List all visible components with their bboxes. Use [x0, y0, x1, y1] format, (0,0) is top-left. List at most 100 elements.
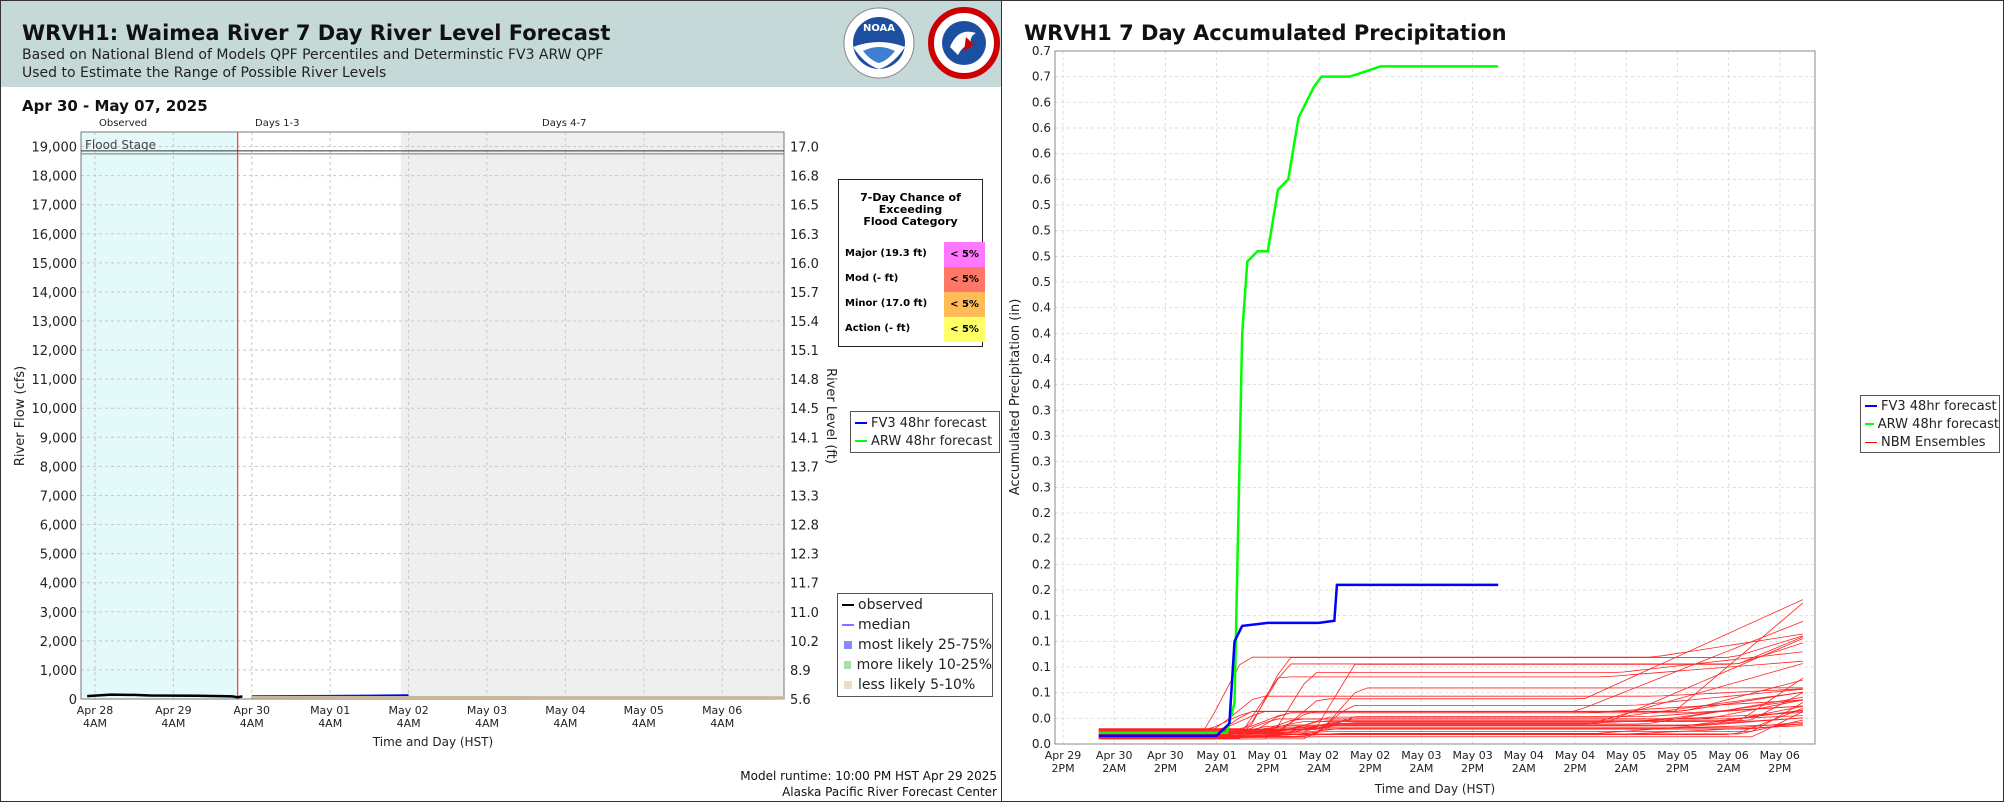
x-axis-label: Time and Day (HST): [372, 735, 493, 749]
nbm-ensemble-line: [1098, 677, 1804, 732]
nbm-ensemble-line: [1098, 688, 1803, 730]
y-axis-label: River Flow (cfs): [13, 366, 28, 466]
x-tick-label: 2AM: [1512, 762, 1536, 775]
region-label: Observed: [99, 118, 147, 129]
y-axis-label: Accumulated Precipitation (in): [1008, 299, 1023, 496]
precipitation-chart: 0.0 0.0 0.1 0.1 0.1 0.1 0.2 0.2 0.2 0.2 0.3 0.3 0.3 0…: [1008, 44, 1816, 796]
y-tick-label: 12,000: [32, 344, 78, 359]
series-line-arw-48hr-forecast: [1098, 65, 1499, 734]
legend-square-swatch: [844, 681, 852, 689]
x-tick-label: 2AM: [1717, 762, 1741, 775]
y-right-tick-label: 16.0: [790, 257, 819, 272]
x-tick-label: May 05: [1606, 749, 1646, 762]
date-range: Apr 30 - May 07, 2025: [22, 97, 208, 115]
y-tick-label: 0.3: [1032, 403, 1051, 417]
nbm-ensemble-line: [1098, 692, 1804, 731]
x-tick-label: May 05: [624, 704, 664, 717]
flood-row-action: Action (- ft) < 5%: [845, 317, 985, 342]
y-right-tick-label: 12.3: [790, 548, 819, 563]
flood-row-label: Minor (17.0 ft): [845, 298, 928, 309]
x-tick-label: May 06: [1708, 749, 1748, 762]
observed-region: [81, 132, 238, 699]
y-tick-label: 18,000: [32, 170, 78, 185]
nbm-ensemble-line: [1098, 687, 1803, 735]
y-tick-label: 0.2: [1032, 532, 1051, 546]
x-tick-label: 2AM: [1102, 762, 1126, 775]
x-tick-label: 4AM: [553, 717, 577, 730]
nbm-ensemble-line: [1098, 679, 1803, 739]
y-right-tick-label: 15.7: [790, 286, 819, 301]
flood-stage-label: Flood Stage: [85, 138, 156, 152]
y-tick-label: 0.5: [1032, 249, 1051, 263]
y-tick-label: 0.1: [1032, 634, 1051, 648]
nbm-ensemble-line: [1098, 723, 1803, 730]
nbm-ensemble-line: [1098, 709, 1803, 736]
legend-label: median: [858, 617, 911, 633]
x-tick-label: Apr 29: [1045, 749, 1082, 762]
flood-row-value: < 5%: [944, 242, 985, 267]
flood-row-value: < 5%: [944, 292, 985, 317]
y-tick-label: 0.4: [1032, 352, 1051, 366]
y-tick-label: 15,000: [32, 257, 78, 272]
x-tick-label: May 05: [1657, 749, 1697, 762]
flood-row-major: Major (19.3 ft) < 5%: [845, 242, 985, 267]
flood-category-table: 7-Day Chance of Exceeding Flood Category…: [838, 179, 985, 347]
x-tick-label: 2PM: [1256, 762, 1279, 775]
nbm-ensemble-group: [1098, 599, 1804, 740]
x-tick-label: May 06: [702, 704, 742, 717]
nbm-ensemble-line: [1098, 699, 1803, 737]
flood-table-title: 7-Day Chance of Exceeding Flood Category: [860, 191, 961, 228]
legend-label: FV3 48hr forecast: [1881, 398, 1997, 414]
chart-title: WRVH1 7 Day Accumulated Precipitation: [1024, 21, 1507, 45]
legend-item-fv3: FV3 48hr forecast: [1861, 397, 1999, 415]
legend-line-swatch: [842, 624, 854, 626]
y-tick-label: 3,000: [40, 606, 77, 621]
nbm-ensemble-line: [1098, 721, 1803, 739]
legend-square-swatch: [844, 661, 851, 669]
y-tick-label: 0.7: [1032, 44, 1051, 58]
legend-item-arw: ARW 48hr forecast: [1861, 415, 1999, 433]
y-tick-label: 7,000: [40, 489, 77, 504]
y-right-tick-label: 10.2: [790, 635, 819, 650]
x-tick-label: May 04: [1555, 749, 1595, 762]
y-right-tick-label: 11.0: [790, 606, 819, 621]
legend-line-swatch: [1865, 441, 1877, 443]
x-tick-label: 2AM: [1614, 762, 1638, 775]
nbm-ensemble-line: [1098, 707, 1803, 738]
y-tick-label: 0.6: [1032, 121, 1051, 135]
y-tick-label: 1,000: [40, 664, 77, 679]
nbm-ensemble-line: [1098, 705, 1803, 737]
flood-row-label: Action (- ft): [845, 323, 911, 334]
flood-row-minor: Minor (17.0 ft) < 5%: [845, 292, 985, 317]
y-tick-label: 0.6: [1032, 95, 1051, 109]
y-tick-label: 0.1: [1032, 609, 1051, 623]
legend-label: most likely 25-75%: [857, 637, 992, 653]
svg-text:NOAA: NOAA: [863, 23, 895, 34]
x-tick-label: 2PM: [1461, 762, 1484, 775]
x-tick-label: Apr 28: [77, 704, 114, 717]
legend-line-swatch: [1865, 405, 1877, 407]
series-line-fv3-48hr-forecast: [1098, 583, 1499, 738]
forecast-header: WRVH1: Waimea River 7 Day River Level Fo…: [1, 1, 1001, 87]
nbm-ensemble-line: [1098, 691, 1803, 732]
nbm-ensemble-line: [1098, 633, 1803, 736]
subtitle-line-1: Based on National Blend of Models QPF Pe…: [22, 47, 604, 63]
nbm-ensemble-line: [1098, 702, 1804, 736]
y-right-tick-label: 16.8: [790, 170, 819, 185]
x-tick-label: May 03: [1452, 749, 1492, 762]
plot-border: [1054, 50, 1816, 745]
x-axis-label: Time and Day (HST): [1374, 782, 1495, 796]
y-right-tick-label: 14.5: [790, 402, 819, 417]
y-tick-label: 19,000: [32, 141, 78, 156]
legend-item-arw: ARW 48hr forecast: [851, 432, 999, 450]
y-tick-label: 0.5: [1032, 275, 1051, 289]
y-right-tick-label: 12.8: [790, 519, 819, 534]
subtitle-line-2: Used to Estimate the Range of Possible R…: [22, 65, 387, 81]
nbm-ensemble-line: [1098, 717, 1803, 737]
flood-row-value: < 5%: [944, 317, 985, 342]
nbm-ensemble-line: [1098, 635, 1803, 737]
x-tick-label: May 04: [1504, 749, 1544, 762]
region-label: Days 1-3: [255, 118, 299, 129]
y-tick-label: 4,000: [40, 577, 77, 592]
legend-item-10-25: more likely 10-25%: [838, 655, 992, 675]
